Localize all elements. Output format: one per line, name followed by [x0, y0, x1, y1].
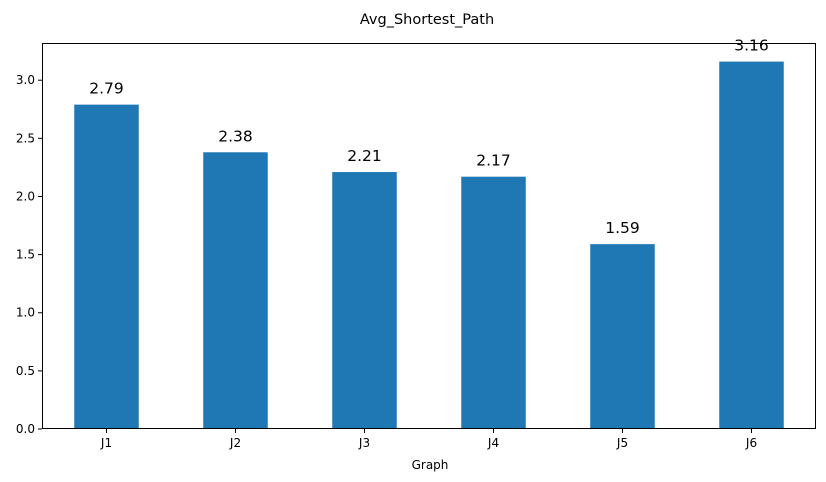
- x-tick-label-j4: J4: [487, 436, 499, 450]
- bar-j4: [461, 176, 526, 429]
- x-tick-label-j3: J3: [358, 436, 370, 450]
- bar-value-label-j2: 2.38: [218, 127, 253, 145]
- x-axis: J1 J2 J3 J4 J5 J6: [100, 429, 757, 450]
- bars-group: [74, 61, 784, 430]
- y-tick-label: 0.5: [16, 364, 35, 378]
- bar-j6: [719, 61, 784, 429]
- x-axis-label: Graph: [412, 458, 449, 472]
- bar-j1: [74, 104, 139, 429]
- bar-value-label-j6: 3.16: [734, 37, 769, 55]
- y-tick-label: 3.0: [16, 73, 35, 87]
- bar-j2: [203, 152, 268, 429]
- bar-value-label-j1: 2.79: [89, 80, 124, 98]
- x-tick-label-j5: J5: [616, 436, 628, 450]
- x-tick-label-j1: J1: [100, 436, 112, 450]
- bar-value-label-j3: 2.21: [347, 147, 382, 165]
- y-tick-label: 2.5: [16, 131, 35, 145]
- bar-labels-group: 2.79 2.38 2.21 2.17 1.59 3.16: [89, 37, 769, 238]
- y-axis: 0.0 0.5 1.0 1.5 2.0 2.5 3.0: [16, 73, 42, 436]
- bar-j5: [590, 244, 655, 429]
- bar-value-label-j5: 1.59: [605, 219, 640, 237]
- y-tick-label: 0.0: [16, 422, 35, 436]
- chart-title: Avg_Shortest_Path: [360, 12, 494, 28]
- plot-frame: [42, 43, 816, 429]
- bar-value-label-j4: 2.17: [476, 152, 511, 170]
- y-tick-label: 1.0: [16, 306, 35, 320]
- x-tick-label-j6: J6: [745, 436, 757, 450]
- x-tick-label-j2: J2: [229, 436, 241, 450]
- bar-j3: [332, 172, 397, 430]
- y-tick-label: 2.0: [16, 189, 35, 203]
- y-tick-label: 1.5: [16, 248, 35, 262]
